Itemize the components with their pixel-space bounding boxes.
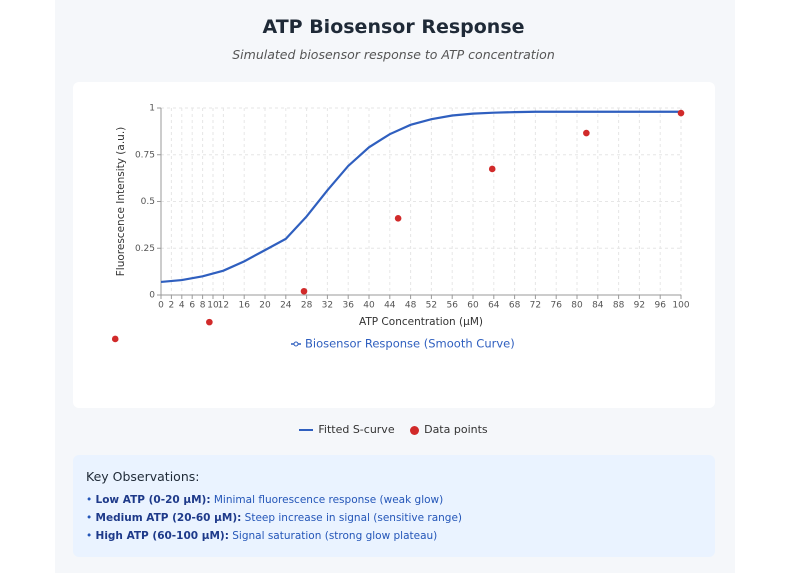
x-tick-label: 52 (426, 301, 437, 311)
data-point (111, 335, 119, 343)
x-tick-label: 20 (259, 301, 271, 311)
x-tick-label: 8 (200, 301, 206, 311)
x-tick-label: 16 (238, 301, 250, 311)
legend-item[interactable]: Fitted S-curve (299, 423, 395, 436)
legend-label: Biosensor Response (Smooth Curve) (305, 337, 515, 351)
x-tick-label: 28 (301, 301, 313, 311)
observation-text: Signal saturation (strong glow plateau) (232, 530, 438, 542)
observations: Key Observations: Low ATP (0-20 μM): Min… (73, 455, 715, 557)
legend-swatch (299, 429, 314, 431)
x-tick-label: 76 (550, 301, 562, 311)
x-tick-label: 10 (207, 301, 219, 311)
data-point (394, 215, 402, 222)
y-tick-label: 0 (149, 291, 155, 301)
legend-item[interactable]: Data points (410, 423, 488, 436)
x-tick-label: 56 (446, 301, 458, 311)
x-tick-label: 60 (467, 301, 479, 311)
x-tick-label: 96 (654, 301, 666, 311)
x-tick-label: 24 (280, 301, 292, 311)
y-tick-label: 0.75 (135, 150, 155, 160)
x-tick-label: 100 (672, 301, 689, 311)
x-tick-label: 84 (592, 301, 604, 311)
observations-title: Key Observations: (86, 469, 200, 484)
x-tick-label: 4 (179, 301, 185, 311)
x-tick-label: 68 (509, 301, 521, 311)
observation-text: Steep increase in signal (sensitive rang… (244, 512, 463, 524)
x-tick-label: 40 (363, 301, 375, 311)
y-axis-label: Fluorescence Intensity (a.u.) (115, 127, 127, 277)
curve (160, 110, 681, 284)
x-tick-label: 48 (405, 301, 417, 311)
x-tick-label: 32 (322, 301, 333, 311)
observation: Medium ATP (20-60 μM): Steep increase in… (86, 509, 463, 527)
x-tick-label: 36 (342, 301, 354, 311)
legend-swatch (293, 341, 299, 347)
data-point (206, 318, 213, 326)
x-tick-label: 80 (571, 301, 583, 311)
x-tick-label: 2 (169, 301, 175, 311)
y-tick-label: 0.25 (135, 244, 155, 254)
observation: High ATP (60-100 μM): Signal saturation … (86, 527, 462, 545)
legend-swatch (410, 425, 420, 435)
x-axis-label: ATP Concentration (μM) (359, 316, 483, 328)
x-tick-label: 44 (384, 301, 396, 311)
x-tick-label: 6 (189, 301, 195, 311)
data-point (677, 109, 685, 117)
title: ATP Biosensor Response (262, 16, 525, 38)
legend-label: Data points (424, 423, 488, 436)
observations-list: Low ATP (0-20 μM): Minimal fluorescence … (86, 491, 463, 545)
x-tick-label: 0 (158, 301, 164, 311)
data-point (583, 129, 590, 137)
observation-label: High ATP (60-100 μM): (95, 530, 229, 542)
observation-text: Minimal fluorescence response (weak glow… (213, 494, 444, 506)
observation: Low ATP (0-20 μM): Minimal fluorescence … (86, 491, 462, 509)
x-tick-label: 88 (613, 301, 625, 311)
data-point (488, 165, 496, 173)
data-point (300, 287, 308, 295)
x-tick-label: 64 (488, 301, 500, 311)
observation-label: Medium ATP (20-60 μM): (95, 512, 242, 524)
subtitle: Simulated biosensor response to ATP conc… (232, 47, 555, 62)
x-tick-label: 72 (530, 301, 541, 311)
legend: Fitted S-curve Data points (0, 423, 787, 436)
y-tick-label: 0.5 (141, 197, 155, 207)
chart-card (73, 82, 715, 408)
x-tick-label: 92 (634, 301, 645, 311)
observation-label: Low ATP (0-20 μM): (95, 494, 211, 506)
x-tick-label: 12 (218, 301, 229, 311)
legend-label: Fitted S-curve (318, 423, 395, 436)
y-tick-label: 1 (149, 104, 155, 114)
